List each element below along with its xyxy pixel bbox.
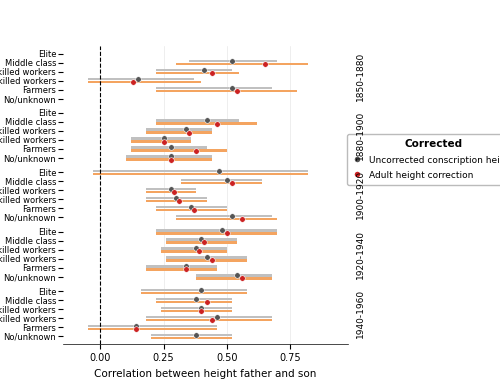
Bar bbox=[88, 78, 194, 80]
Bar bbox=[156, 209, 226, 211]
Bar bbox=[146, 196, 206, 199]
Bar bbox=[146, 265, 216, 267]
Bar bbox=[182, 182, 262, 184]
Bar bbox=[126, 158, 212, 161]
Bar bbox=[126, 155, 212, 158]
Bar bbox=[141, 288, 247, 291]
Bar bbox=[176, 218, 278, 220]
Bar bbox=[146, 200, 206, 202]
Bar bbox=[156, 90, 298, 92]
Bar bbox=[130, 149, 226, 152]
Bar bbox=[161, 306, 232, 309]
Legend: Uncorrected conscription height, Adult height correction: Uncorrected conscription height, Adult h… bbox=[348, 134, 500, 185]
Bar bbox=[156, 72, 240, 74]
Bar bbox=[130, 140, 192, 143]
Bar bbox=[156, 87, 272, 89]
Bar bbox=[156, 232, 278, 235]
Bar bbox=[146, 318, 272, 321]
Bar bbox=[156, 298, 232, 300]
Bar bbox=[88, 81, 202, 83]
Bar bbox=[151, 337, 232, 339]
Bar bbox=[146, 191, 196, 193]
Bar bbox=[156, 119, 240, 122]
Bar bbox=[88, 325, 216, 327]
Bar bbox=[176, 215, 272, 217]
Bar bbox=[166, 238, 237, 240]
Bar bbox=[161, 310, 232, 312]
Bar bbox=[156, 206, 226, 208]
Bar bbox=[156, 69, 232, 71]
Bar bbox=[196, 274, 272, 277]
X-axis label: Correlation between height father and son: Correlation between height father and so… bbox=[94, 369, 316, 379]
Bar bbox=[176, 63, 308, 65]
Bar bbox=[146, 188, 196, 190]
Bar bbox=[93, 169, 308, 172]
Bar bbox=[182, 179, 262, 181]
Bar bbox=[161, 250, 226, 253]
Bar bbox=[151, 334, 232, 336]
Bar bbox=[93, 173, 308, 175]
Bar bbox=[156, 122, 257, 125]
Bar bbox=[141, 291, 247, 294]
Bar bbox=[88, 328, 216, 330]
Bar bbox=[166, 259, 247, 262]
Bar bbox=[146, 128, 212, 131]
Bar bbox=[196, 277, 272, 280]
Bar bbox=[146, 315, 272, 318]
Bar bbox=[130, 137, 192, 140]
Bar bbox=[146, 131, 212, 134]
Bar bbox=[189, 60, 278, 62]
Bar bbox=[146, 268, 216, 271]
Bar bbox=[156, 301, 232, 303]
Bar bbox=[130, 146, 206, 149]
Bar bbox=[161, 247, 226, 250]
Bar bbox=[166, 241, 237, 244]
Bar bbox=[156, 229, 278, 232]
Bar bbox=[166, 256, 247, 259]
